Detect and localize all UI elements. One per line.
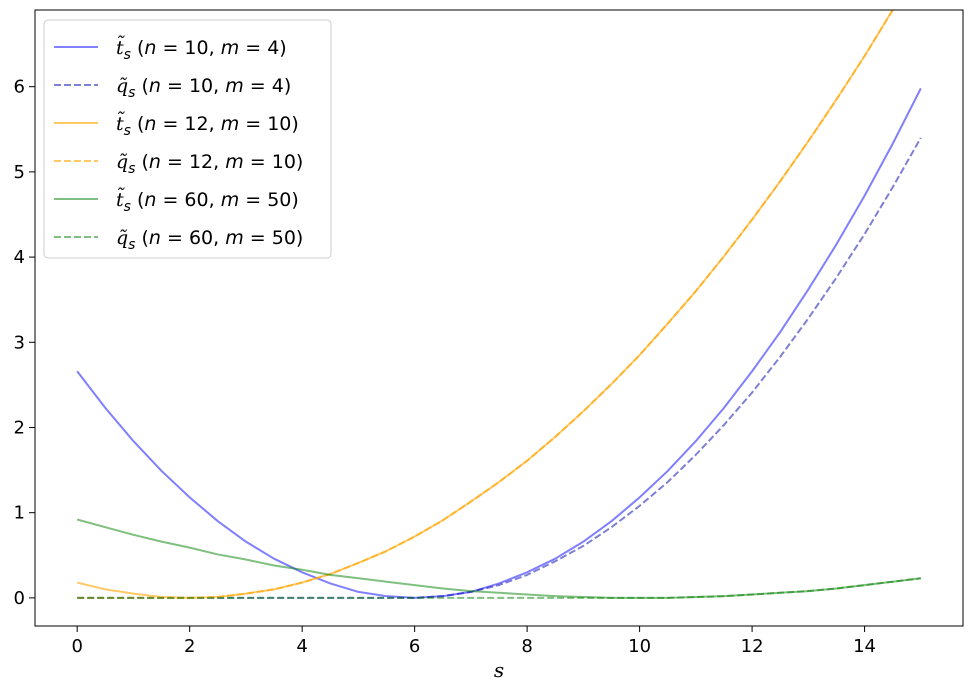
series-layer (76, 10, 922, 599)
legend-label-4: q̃s (n = 12, m = 10) (116, 151, 303, 177)
legend-label-1: t̃s (n = 10, m = 4) (116, 36, 287, 63)
series-line-6 (77, 577, 921, 599)
x-axis: 0 2 4 6 8 10 12 14 (71, 626, 876, 657)
legend-label-6: q̃s (n = 60, m = 50) (116, 227, 303, 253)
x-tick-label: 4 (296, 636, 307, 657)
x-tick-label: 14 (853, 636, 876, 657)
y-tick-label: 1 (14, 503, 25, 524)
x-tick-label: 0 (71, 636, 82, 657)
y-tick-label: 6 (14, 77, 25, 98)
legend-label-2: q̃s (n = 10, m = 4) (116, 75, 291, 101)
x-axis-label: s (494, 658, 504, 682)
legend: t̃s (n = 10, m = 4) q̃s (n = 10, m = 4) t̃… (43, 19, 332, 259)
series-line-1 (76, 87, 922, 599)
y-tick-label: 4 (14, 247, 25, 268)
legend-label-3: t̃s (n = 12, m = 10) (116, 112, 299, 139)
x-tick-label: 10 (628, 636, 651, 657)
x-tick-label: 8 (521, 636, 532, 657)
y-tick-label: 3 (14, 332, 25, 353)
x-tick-label: 6 (409, 636, 420, 657)
plot-frame (34, 9, 964, 627)
x-tick-label: 12 (741, 636, 764, 657)
x-tick-label: 2 (184, 636, 195, 657)
legend-label-5: t̃s (n = 60, m = 50) (116, 188, 299, 215)
y-tick-label: 5 (14, 162, 25, 183)
y-tick-label: 2 (14, 417, 25, 438)
y-tick-label: 0 (14, 588, 25, 609)
y-axis: 0 1 2 3 4 5 6 (14, 77, 35, 609)
legend-frame (43, 19, 332, 259)
